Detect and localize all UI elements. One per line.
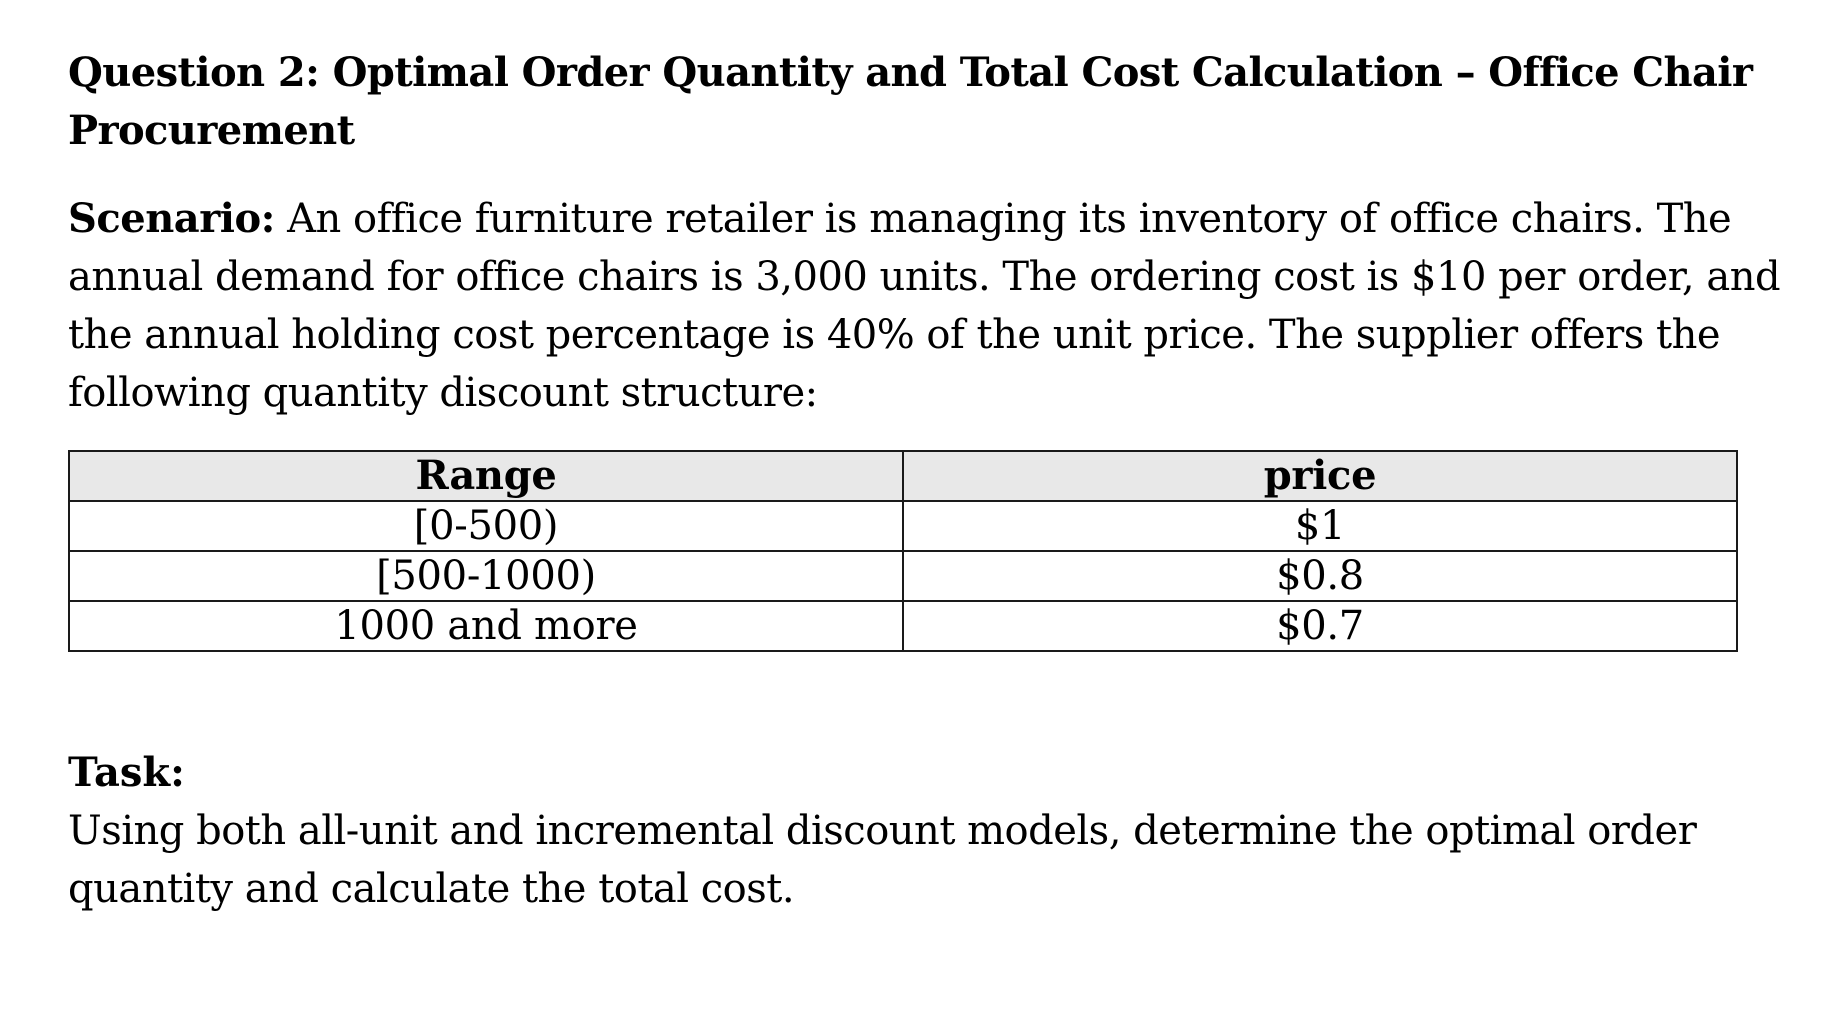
scenario-paragraph: Scenario: An office furniture retailer i… [68, 190, 1788, 422]
table-header-row: Range price [68, 450, 1738, 502]
discount-table: Range price [0-500) $1 [500-1000) $0.8 1… [68, 450, 1738, 652]
scenario-label: Scenario: [68, 195, 275, 242]
task-heading: Task: [68, 749, 185, 796]
task-text: Using both all-unit and incremental disc… [68, 808, 1697, 912]
cell-range: [500-1000) [68, 550, 904, 602]
scenario-text: An office furniture retailer is managing… [68, 196, 1781, 416]
cell-price: $0.7 [902, 600, 1738, 652]
header-range: Range [68, 450, 904, 502]
document-page: Question 2: Optimal Order Quantity and T… [68, 44, 1788, 912]
table-row: [500-1000) $0.8 [68, 550, 1738, 602]
table-row: [0-500) $1 [68, 500, 1738, 552]
cell-range: [0-500) [68, 500, 904, 552]
question-title: Question 2: Optimal Order Quantity and T… [68, 49, 1753, 154]
cell-range: 1000 and more [68, 600, 904, 652]
cell-price: $1 [902, 500, 1738, 552]
table-row: 1000 and more $0.7 [68, 600, 1738, 652]
header-price: price [902, 450, 1738, 502]
cell-price: $0.8 [902, 550, 1738, 602]
